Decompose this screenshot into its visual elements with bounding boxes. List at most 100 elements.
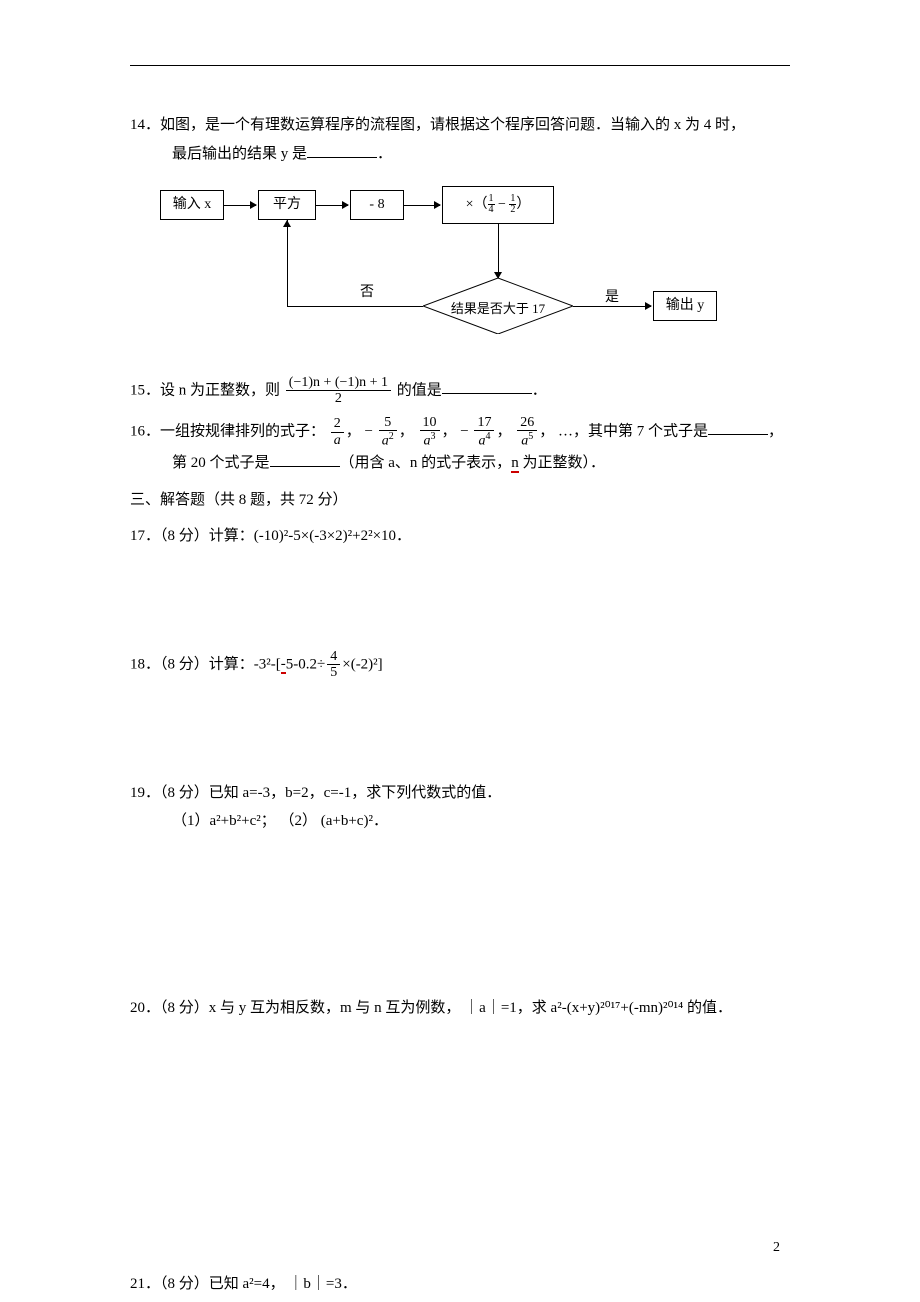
flow-decision: 结果是否大于 17 [423, 278, 573, 334]
q17-text: （8 分）计算：(-10)²-5×(-3×2)²+2²×10． [160, 528, 411, 544]
q14-num: 14． [130, 117, 160, 133]
arrowhead-no [283, 220, 291, 227]
arrowhead-1 [250, 201, 257, 209]
q14-blank [307, 142, 377, 158]
flow-decision-label: 结果是否大于 17 [423, 297, 573, 322]
q16-t1n: 2 [331, 416, 344, 432]
q15-num: 15． [130, 382, 160, 398]
flow-square-label: 平方 [273, 192, 301, 219]
arrowhead-2 [342, 201, 349, 209]
q16-t1: 2a [331, 416, 344, 448]
q16-sep2: ， [399, 423, 418, 439]
q16-sep1: ， − [346, 423, 373, 439]
flow-input-label: 输入 x [173, 192, 212, 219]
q16-t4n: 17 [474, 415, 494, 431]
q16-t1d: a [334, 433, 341, 448]
q16-post1: ， …，其中第 7 个式子是 [539, 423, 708, 439]
flow-b4-mid: − [495, 197, 510, 212]
q15-frac: (−1)n + (−1)n + 12 [286, 375, 391, 407]
question-14: 14．如图，是一个有理数运算程序的流程图，请根据这个程序回答问题．当输入的 x … [130, 111, 790, 168]
q18-fn: 4 [327, 649, 340, 665]
q16-t5: 26a5 [517, 415, 537, 449]
spacer-19 [130, 844, 790, 994]
q16-l2d: 为正整数）． [519, 455, 605, 471]
flow-minus8: - 8 [350, 190, 404, 220]
q16-t3: 10a3 [420, 415, 440, 449]
q17-num: 17． [130, 528, 160, 544]
top-rule [130, 65, 790, 66]
flow-output: 输出 y [653, 291, 717, 321]
q19-num: 19． [130, 785, 160, 801]
q16-t2d: a [382, 434, 389, 449]
q18-post: ×(-2)²] [342, 656, 382, 672]
spacer-20 [130, 1030, 790, 1270]
q18-fd: 5 [327, 665, 340, 680]
q15-frac-den: 2 [286, 391, 391, 406]
q21-num: 21． [130, 1276, 160, 1292]
section-3-header: 三、解答题（共 8 题，共 72 分） [130, 486, 790, 515]
q15-frac-num: (−1)n + (−1)n + 1 [286, 375, 391, 391]
flow-square: 平方 [258, 190, 316, 220]
flow-frac1: 14 [488, 194, 495, 215]
q16-t2: 5a2 [379, 415, 397, 449]
flow-minus8-label: - 8 [369, 192, 384, 219]
q16-t2n: 5 [379, 415, 397, 431]
flow-f1d: 4 [488, 205, 495, 215]
flow-mult: ×（14 − 12） [442, 186, 554, 224]
flow-output-label: 输出 y [666, 293, 705, 320]
flow-mult-label: ×（14 − 12） [466, 192, 531, 219]
q15-blank [442, 378, 532, 394]
arrowhead-yes [645, 302, 652, 310]
question-15: 15．设 n 为正整数，则 (−1)n + (−1)n + 12 的值是 ． [130, 375, 790, 407]
q19-l2: （1）a²+b²+c²； （2） (a+b+c)²． [130, 807, 790, 836]
arrow-no-h [287, 306, 423, 307]
arrow-yes [573, 306, 651, 307]
q16-pre: 一组按规律排列的式子： [160, 423, 325, 439]
q16-l2a: 第 20 个式子是 [172, 455, 270, 471]
question-21: 21．（8 分）已知 a²=4， ｜b｜=3． [130, 1270, 790, 1299]
flow-no-label: 否 [360, 280, 374, 307]
q18-pre: （8 分）计算：-3²-[ [160, 656, 281, 672]
q16-line2: 第 20 个式子是 （用含 a、n 的式子表示，n 为正整数）． [130, 449, 790, 478]
q16-num: 16． [130, 423, 160, 439]
q15-pre: 设 n 为正整数，则 [160, 382, 284, 398]
q18-mid: 5-0.2÷ [286, 656, 325, 672]
q14-text-a: 如图，是一个有理数运算程序的流程图，请根据这个程序回答问题．当输入的 x 为 4… [160, 117, 745, 133]
arrow-no-v [287, 220, 288, 306]
q16-sep3: ， − [442, 423, 469, 439]
spacer-18 [130, 689, 790, 779]
question-16: 16．一组按规律排列的式子： 2a， − 5a2， 10a3， − 17a4， … [130, 415, 790, 478]
question-20: 20．（8 分）x 与 y 互为相反数，m 与 n 互为例数， ｜a｜=1，求 … [130, 994, 790, 1023]
q16-l2b: （用含 a、n 的式子表示， [340, 455, 512, 471]
q19-l1: （8 分）已知 a=-3，b=2，c=-1，求下列代数式的值． [160, 785, 501, 801]
q16-t5n: 26 [517, 415, 537, 431]
page-number: 2 [773, 1235, 780, 1262]
question-17: 17．（8 分）计算：(-10)²-5×(-3×2)²+2²×10． [130, 522, 790, 551]
q20-num: 20． [130, 1000, 160, 1016]
q16-l2c: n [511, 455, 519, 473]
q15-post: 的值是 [393, 382, 442, 398]
q16-sep4: ， [496, 423, 515, 439]
q16-t3d: a [424, 434, 431, 449]
arrow-4 [498, 224, 499, 278]
q20-text: （8 分）x 与 y 互为相反数，m 与 n 互为例数， ｜a｜=1，求 a²-… [160, 1000, 732, 1016]
q15-end: ． [532, 382, 547, 398]
flow-b4-post: ） [516, 197, 530, 212]
q16-t3n: 10 [420, 415, 440, 431]
arrowhead-3 [434, 201, 441, 209]
q16-t4: 17a4 [474, 415, 494, 449]
q14-text-c: ． [377, 146, 392, 162]
q16-blank1 [708, 419, 768, 435]
q21-text: （8 分）已知 a²=4， ｜b｜=3． [160, 1276, 357, 1292]
flow-yes-label: 是 [605, 285, 619, 312]
question-19: 19．（8 分）已知 a=-3，b=2，c=-1，求下列代数式的值． （1）a²… [130, 779, 790, 836]
q18-frac: 45 [327, 649, 340, 681]
page: 14．如图，是一个有理数运算程序的流程图，请根据这个程序回答问题．当输入的 x … [0, 0, 920, 1302]
flow-input: 输入 x [160, 190, 224, 220]
q18-num: 18． [130, 656, 160, 672]
q14-text-b: 最后输出的结果 y 是 [172, 146, 307, 162]
q16-post2: ， [768, 423, 783, 439]
q16-blank2 [270, 451, 340, 467]
q14-line2: 最后输出的结果 y 是 ． [130, 140, 790, 169]
flow-b4-pre: ×（ [466, 197, 488, 212]
